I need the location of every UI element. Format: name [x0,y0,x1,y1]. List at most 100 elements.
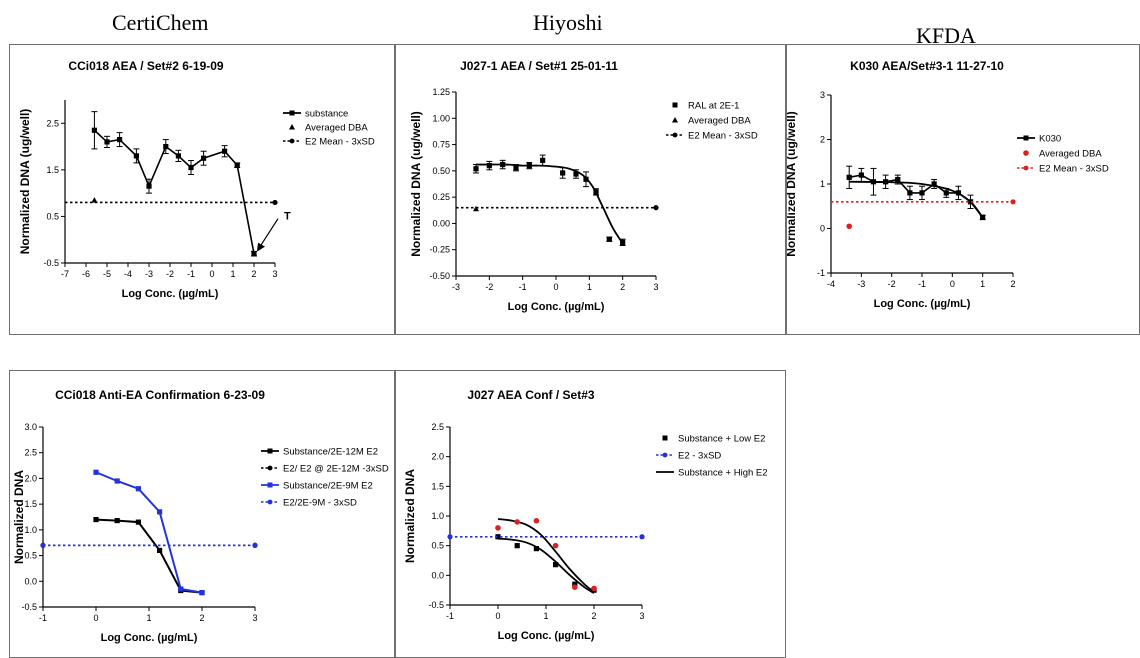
data-point [883,179,889,185]
lab-title-certichem: CertiChem [112,10,209,35]
legend-marker [1023,165,1029,171]
series-2 [846,223,852,230]
chart-title: CCi018 Anti-EA Confirmation 6-23-09 [55,388,265,402]
x-tick-label: 2 [620,282,625,292]
y-axis-label: Normalized DNA (ug/well) [409,111,423,257]
chart-title: J027-1 AEA / Set#1 25-01-11 [460,59,618,73]
data-point [495,525,501,531]
legend-label: Substance + Low E2 [678,434,765,445]
data-point [201,155,207,161]
data-point [533,546,539,552]
data-point [907,190,913,196]
y-tick-label: 0.75 [432,140,450,150]
y-tick-label: 0.0 [431,570,444,580]
y-tick-label: 3 [820,90,825,100]
x-tick-label: -1 [446,611,454,621]
y-tick-label: 1.00 [432,113,450,123]
x-tick-label: -4 [124,269,132,279]
legend-marker [1023,150,1029,156]
y-tick-label: -1 [817,268,825,278]
data-point [234,162,240,168]
data-point [495,534,501,540]
legend-entry: E2 Mean - 3xSD [283,137,375,148]
x-tick-label: 2 [251,269,256,279]
y-tick-label: 1 [820,179,825,189]
series-1 [473,154,626,247]
series-line [95,518,203,594]
chart-title: CCi018 AEA / Set#2 6-19-09 [68,59,224,73]
chart-title: J027 AEA Conf / Set#3 [467,388,594,402]
legend-marker [1023,135,1029,141]
legend-label: Substance/2E-9M E2 [283,481,373,492]
y-tick-label: 1.0 [431,511,444,521]
data-point [573,171,579,177]
data-point [178,586,184,592]
legend-marker [289,138,295,144]
data-point [606,236,612,242]
legend-label: E2 Mean - 3xSD [1039,164,1109,175]
threshold-end-marker [653,205,659,211]
legend-entry: E2/ E2 @ 2E-12M -3xSD [261,464,389,475]
threshold-end-marker [639,534,645,540]
x-tick-label: -3 [452,282,460,292]
fit-curve [497,537,595,594]
x-axis-label: Log Conc. (µg/mL) [498,630,595,642]
series-3 [65,199,278,206]
legend-marker [672,117,678,123]
chart-panel-certichem-aea: CCi018 AEA / Set#2 6-19-09 -7 -6 -5 -4 -3 -2 -1… [9,44,395,335]
legend-label: Averaged DBA [1039,149,1102,160]
y-tick-label: 1.5 [24,499,37,509]
x-tick-label: -6 [82,269,90,279]
data-point [846,174,852,180]
threshold-end-marker [447,534,453,540]
x-tick-label: 0 [553,282,558,292]
threshold-end-marker [252,542,258,548]
data-point [117,136,123,143]
x-tick-label: -1 [39,613,47,623]
chart-svg: K030 AEA/Set#3-1 11-27-10 -4 -3 -2 -1 0 1 2 -1 0 1… [787,59,1109,310]
data-point [163,143,169,150]
data-point [919,190,925,196]
x-tick-label: -2 [888,279,896,289]
data-point [593,189,599,195]
x-tick-label: 1 [980,279,985,289]
y-tick-label: 1.5 [46,165,59,175]
series-line [93,129,255,254]
legend-entry: E2 Mean - 3xSD [1017,164,1109,175]
y-tick-label: 0.00 [432,218,450,228]
x-tick-label: -4 [827,279,835,289]
y-tick-label: 2.5 [24,448,37,458]
data-point [135,486,141,492]
legend-entry: E2 Mean - 3xSD [666,131,758,142]
x-axis-label: Log Conc. (µg/mL) [874,298,971,310]
y-tick-label: 2.0 [24,473,37,483]
legend-marker [267,482,273,488]
x-axis-label: Log Conc. (µg/mL) [508,301,605,313]
x-tick-label: -7 [61,269,69,279]
data-point [943,190,949,196]
chart-panel-certichem-anti-ea: CCi018 Anti-EA Confirmation 6-23-09 -1 0 1 2… [9,370,395,658]
data-point [572,581,578,587]
y-tick-label: 1.0 [24,525,37,535]
series-1 [91,111,257,257]
data-point [486,163,492,169]
data-point [133,153,139,159]
legend-marker [267,499,273,505]
legend-label: E2 Mean - 3xSD [688,131,758,142]
x-tick-label: -3 [145,269,153,279]
legend-entry: Averaged DBA [289,123,368,134]
data-point [91,197,98,203]
y-tick-label: -0.50 [429,271,450,281]
series-1 [495,534,597,594]
series-1 [846,165,986,221]
data-point [500,161,506,168]
data-point [540,157,546,163]
x-tick-label: -1 [187,269,195,279]
legend-marker [289,110,295,116]
x-tick-label: 2 [591,611,596,621]
data-point [931,181,937,187]
legend-marker [672,102,678,108]
data-point [93,469,99,475]
data-point [620,239,626,245]
chart-title: K030 AEA/Set#3-1 11-27-10 [850,59,1004,73]
